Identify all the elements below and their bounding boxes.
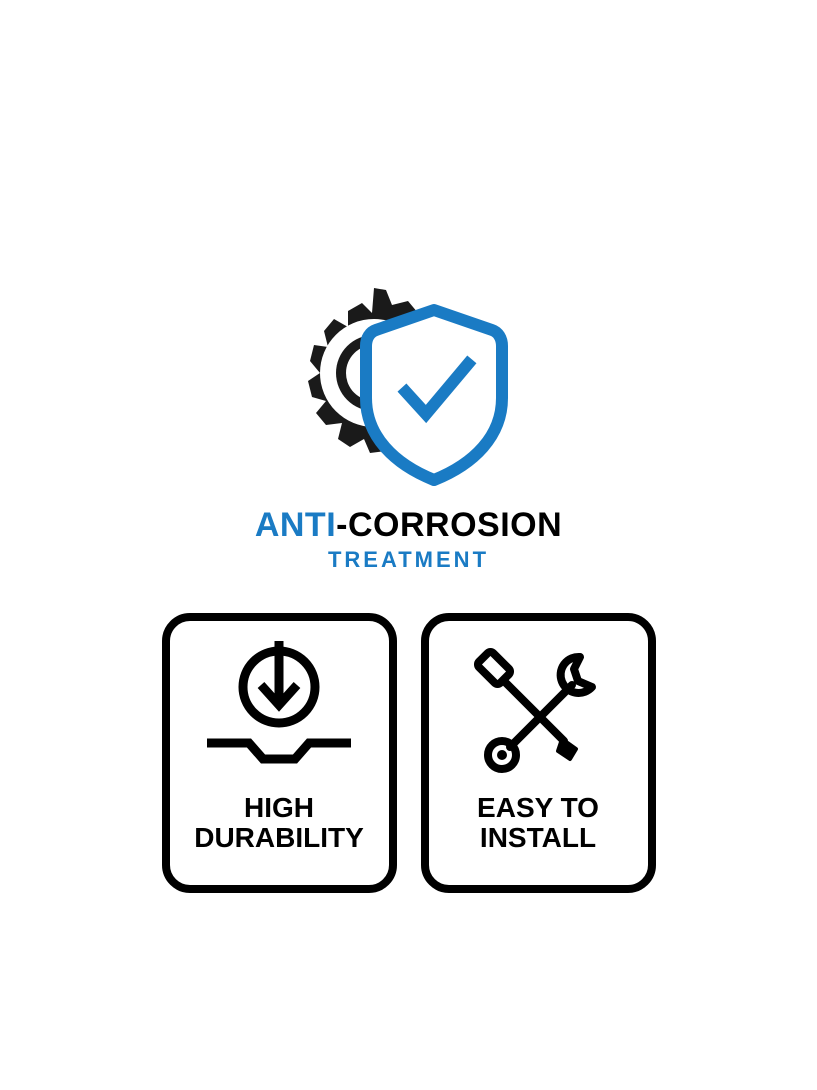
feature-label-line1: EASY TO — [477, 792, 599, 823]
anti-corrosion-title: ANTI-CORROSION — [255, 506, 562, 545]
anti-corrosion-subtitle: TREATMENT — [328, 547, 489, 573]
title-corrosion: CORROSION — [348, 506, 562, 544]
title-dash: - — [336, 506, 348, 544]
impact-icon — [199, 641, 359, 781]
gear-shield-icon — [269, 278, 549, 498]
tools-icon — [458, 641, 618, 781]
feature-boxes-row: HIGH DURABILITY — [162, 613, 656, 893]
feature-box-easy-to-install: EASY TO INSTALL — [421, 613, 656, 893]
title-anti: ANTI — [255, 506, 336, 544]
feature-label-easy-to-install: EASY TO INSTALL — [477, 793, 599, 855]
feature-label-line2: DURABILITY — [194, 822, 364, 853]
feature-label-high-durability: HIGH DURABILITY — [194, 793, 364, 855]
anti-corrosion-block: ANTI-CORROSION TREATMENT — [255, 278, 562, 573]
feature-box-high-durability: HIGH DURABILITY — [162, 613, 397, 893]
feature-label-line2: INSTALL — [480, 822, 596, 853]
feature-label-line1: HIGH — [244, 792, 314, 823]
